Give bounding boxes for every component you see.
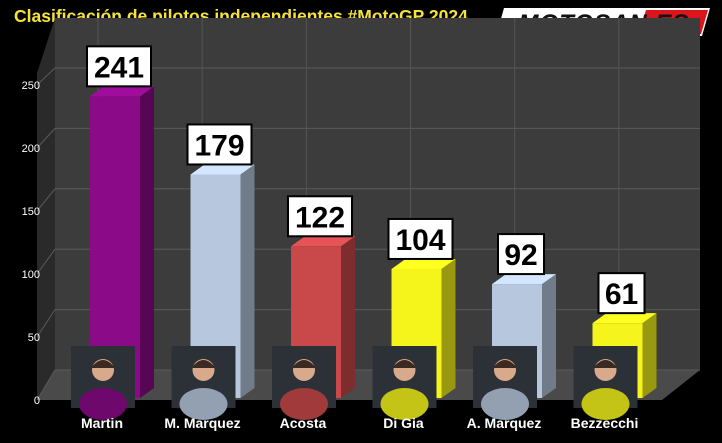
- data-label: 61: [605, 278, 638, 311]
- avatar-hair: [91, 360, 115, 368]
- avatar-hair: [191, 360, 216, 368]
- avatar-shoulders: [581, 388, 630, 420]
- value-label-box: [86, 45, 152, 88]
- avatar-shoulders: [179, 388, 228, 420]
- bar-top: [90, 86, 154, 97]
- avatar-hair: [493, 360, 517, 368]
- x-axis: Martin M. Marquez Acosta Di Gia A. Marquez Be…: [81, 415, 638, 431]
- value-label-box: [387, 217, 454, 260]
- value-label-box: [597, 272, 646, 315]
- x-tick-label: Acosta: [280, 415, 327, 431]
- gridline-side: [36, 128, 56, 149]
- gridline-side: [36, 188, 56, 212]
- bar-side: [542, 274, 556, 398]
- value-label-box: [186, 123, 253, 166]
- gridline-side: [36, 248, 56, 275]
- m-marquez-avatar: [171, 346, 236, 420]
- bar-side: [642, 313, 657, 398]
- y-tick-label: 200: [22, 143, 40, 155]
- y-tick-label: 0: [34, 395, 40, 407]
- side-wall: [37, 18, 55, 400]
- avatar-hair: [292, 360, 316, 368]
- data-label: 122: [295, 201, 345, 234]
- y-axis: 0 50 100 150 200 250: [22, 80, 40, 407]
- bar-side: [441, 258, 456, 398]
- gridline-side: [36, 67, 56, 86]
- y-tick-label: 250: [22, 80, 40, 92]
- gridline-side: [36, 309, 56, 338]
- avatar-shoulders: [380, 388, 429, 420]
- bar-top: [190, 164, 255, 175]
- bar-side: [140, 86, 154, 398]
- avatar-shoulders: [280, 388, 328, 420]
- gridline-side: [36, 369, 56, 401]
- martin-avatar: [71, 346, 135, 420]
- bezzecchi-avatar: [573, 346, 638, 420]
- y-tick-label: 50: [28, 332, 40, 344]
- x-tick-label: Di Gia: [383, 415, 424, 431]
- x-tick-label: A. Marquez: [467, 415, 542, 431]
- bar-top: [492, 274, 556, 285]
- bar-side: [240, 164, 255, 398]
- y-tick-label: 100: [22, 269, 40, 281]
- avatar-shoulders: [481, 388, 529, 420]
- di-gia-avatar: [372, 346, 437, 420]
- data-label: 179: [194, 129, 244, 162]
- y-tick-label: 150: [22, 206, 40, 218]
- value-label-box: [497, 233, 545, 276]
- bar-side: [341, 236, 355, 398]
- x-tick-label: Bezzecchi: [571, 415, 639, 431]
- bars: 241 179 122 104 92 61: [71, 45, 657, 420]
- bar-top: [391, 258, 456, 269]
- x-tick-label: Martin: [81, 415, 123, 431]
- data-label: 104: [395, 224, 445, 257]
- avatar-hair: [392, 360, 417, 368]
- avatar-hair: [593, 360, 618, 368]
- x-tick-label: M. Marquez: [164, 415, 240, 431]
- a-marquez-avatar: [473, 346, 537, 420]
- avatar-shoulders: [79, 388, 127, 420]
- data-label: 241: [94, 51, 144, 84]
- acosta-avatar: [272, 346, 336, 420]
- bar-top: [592, 313, 657, 324]
- value-label-box: [287, 195, 353, 238]
- bar-top: [291, 236, 355, 247]
- data-label: 92: [504, 239, 537, 272]
